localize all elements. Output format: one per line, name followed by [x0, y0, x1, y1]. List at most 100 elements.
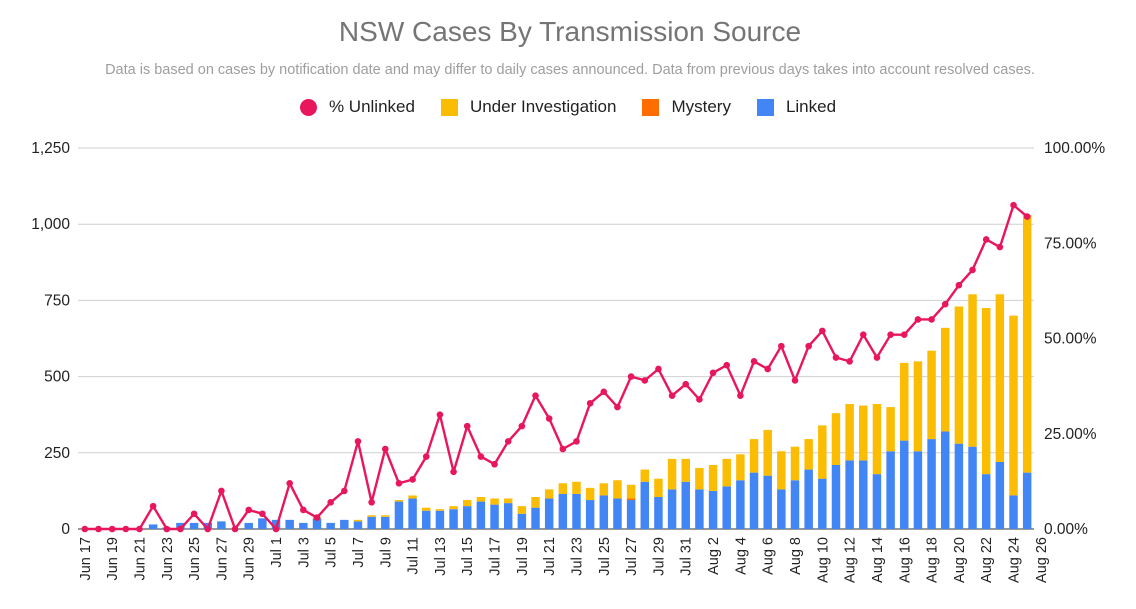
- x-tick-label: Aug 6: [761, 537, 777, 575]
- bar-under-investigation: [667, 458, 677, 490]
- bar-under-investigation: [927, 350, 936, 440]
- point-unlinked: [627, 373, 635, 380]
- point-unlinked: [190, 510, 198, 518]
- x-tick-label: Jul 27: [624, 537, 640, 576]
- y-right-tick-label: 100.00%: [1044, 140, 1105, 157]
- legend-item-mystery[interactable]: Mystery: [642, 97, 731, 117]
- point-unlinked: [368, 499, 375, 506]
- bar-linked: [435, 510, 445, 529]
- bar-under-investigation: [476, 496, 486, 502]
- bar-linked: [845, 460, 854, 529]
- point-unlinked: [149, 502, 157, 510]
- point-unlinked: [941, 300, 949, 308]
- x-tick-label: Aug 10: [815, 537, 831, 583]
- x-tick-label: Aug 4: [733, 537, 749, 575]
- point-unlinked: [108, 525, 116, 533]
- bar-linked: [940, 431, 950, 529]
- x-tick-label: Jul 15: [460, 537, 476, 576]
- bar-under-investigation: [708, 464, 718, 491]
- legend-item-unlinked[interactable]: % Unlinked: [299, 97, 415, 117]
- bar-linked: [258, 518, 267, 529]
- point-unlinked: [218, 487, 225, 495]
- bar-linked: [831, 464, 841, 529]
- x-tick-label: Aug 26: [1034, 537, 1050, 583]
- x-tick-label: Jul 31: [679, 537, 695, 576]
- y-left-tick-label: 250: [44, 445, 70, 462]
- bar-under-investigation: [435, 509, 445, 511]
- bar-under-investigation: [1009, 315, 1018, 496]
- legend-item-linked[interactable]: Linked: [756, 97, 837, 117]
- point-unlinked: [1023, 213, 1031, 220]
- point-unlinked: [231, 525, 239, 533]
- bar-linked: [900, 440, 909, 529]
- bar-linked: [490, 504, 499, 529]
- bar-linked: [695, 489, 704, 529]
- point-unlinked: [805, 342, 812, 350]
- bar-linked: [353, 521, 363, 529]
- bar-linked: [381, 516, 390, 529]
- x-tick-label: Jun 21: [133, 537, 149, 581]
- x-tick-label: Jul 1: [269, 537, 285, 568]
- point-unlinked: [450, 468, 457, 476]
- point-unlinked: [900, 331, 908, 338]
- legend-item-under-investigation[interactable]: Under Investigation: [440, 97, 616, 117]
- bar-under-investigation: [449, 506, 458, 510]
- bar-under-investigation: [749, 439, 759, 473]
- x-tick-label: Aug 8: [788, 537, 804, 575]
- bar-linked: [790, 480, 800, 529]
- point-unlinked: [573, 438, 580, 445]
- point-unlinked: [81, 525, 89, 533]
- bar-linked: [804, 469, 813, 529]
- x-tick-label: Jul 21: [542, 537, 558, 576]
- x-tick-label: Jul 11: [406, 537, 422, 575]
- bar-linked: [736, 480, 745, 529]
- point-unlinked: [245, 506, 253, 514]
- y-left-tick-label: 1,250: [31, 140, 70, 157]
- point-unlinked: [709, 369, 717, 377]
- y-right-tick-label: 50.00%: [1044, 331, 1097, 348]
- bar-under-investigation: [736, 454, 745, 481]
- y-right-tick-label: 25.00%: [1044, 426, 1097, 443]
- bar-under-investigation: [995, 294, 1005, 462]
- bar-linked: [872, 474, 882, 529]
- point-unlinked: [204, 525, 212, 533]
- bar-under-investigation: [886, 407, 895, 452]
- point-unlinked: [259, 510, 266, 518]
- x-tick-label: Jul 17: [488, 537, 504, 576]
- bar-linked: [913, 451, 923, 529]
- point-unlinked: [982, 236, 990, 243]
- x-tick-label: Aug 14: [870, 537, 886, 583]
- bar-linked: [818, 478, 827, 529]
- bar-linked: [1022, 472, 1032, 529]
- bar-under-investigation: [640, 469, 650, 482]
- bar-linked: [312, 518, 322, 529]
- bar-under-investigation: [572, 481, 581, 494]
- bar-linked: [476, 501, 486, 529]
- bar-under-investigation: [558, 483, 568, 494]
- legend-swatch-unlinked: [299, 98, 317, 116]
- point-unlinked: [395, 479, 403, 487]
- bar-linked: [299, 522, 308, 529]
- point-unlinked: [696, 396, 703, 403]
- legend-label-linked: Linked: [785, 97, 837, 116]
- point-unlinked: [668, 392, 676, 399]
- point-unlinked: [532, 392, 539, 399]
- chart-title: NSW Cases By Transmission Source: [338, 16, 802, 47]
- bar-under-investigation: [462, 500, 472, 507]
- point-unlinked: [614, 403, 621, 411]
- bar-linked: [367, 516, 376, 529]
- bar-linked: [763, 475, 772, 529]
- point-unlinked: [737, 392, 744, 399]
- bar-linked: [394, 501, 404, 529]
- point-unlinked: [559, 445, 567, 453]
- x-tick-label: Jul 7: [351, 537, 367, 568]
- point-unlinked: [136, 525, 143, 533]
- x-tick-label: Jul 9: [378, 537, 394, 568]
- bar-under-investigation: [968, 294, 977, 447]
- point-unlinked: [477, 453, 485, 460]
- bar-linked: [408, 498, 417, 529]
- bar-linked: [285, 519, 294, 529]
- x-tick-label: Jun 19: [105, 537, 121, 581]
- bar-linked: [859, 460, 868, 529]
